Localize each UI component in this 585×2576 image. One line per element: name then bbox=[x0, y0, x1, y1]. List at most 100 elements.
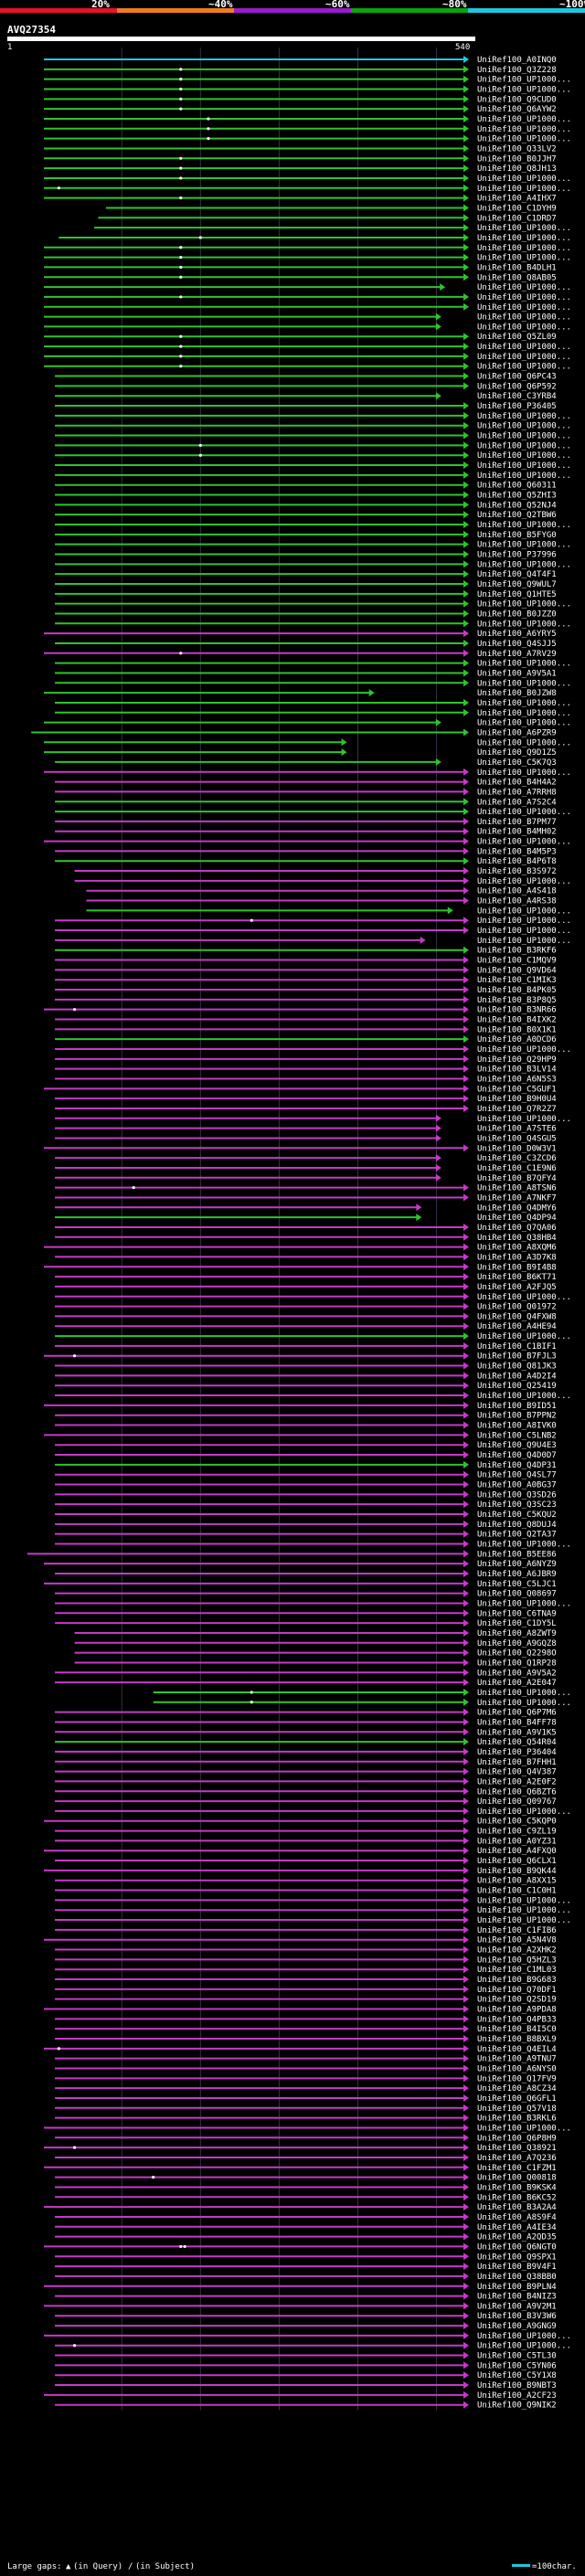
hit-label[interactable]: UniRef100_Q52NJ4 bbox=[477, 501, 557, 510]
hit-label[interactable]: UniRef100_UP1000... bbox=[477, 917, 571, 926]
hit-label[interactable]: UniRef100_Q4T4F1 bbox=[477, 570, 557, 579]
hit-label[interactable]: UniRef100_A2QD35 bbox=[477, 2233, 557, 2242]
hit-label[interactable]: UniRef100_B7PPN2 bbox=[477, 1412, 557, 1421]
hit-label[interactable]: UniRef100_C1MIK3 bbox=[477, 976, 557, 985]
hit-label[interactable]: UniRef100_A4HE94 bbox=[477, 1322, 557, 1331]
hit-label[interactable]: UniRef100_Q4PB33 bbox=[477, 2015, 557, 2024]
hit-label[interactable]: UniRef100_C5TL30 bbox=[477, 2352, 557, 2361]
hit-label[interactable]: UniRef100_A8XQM6 bbox=[477, 1244, 557, 1253]
hit-label[interactable]: UniRef100_B9KSK4 bbox=[477, 2183, 557, 2192]
hit-label[interactable]: UniRef100_Q7QA06 bbox=[477, 1224, 557, 1233]
hit-label[interactable]: UniRef100_Q3SD26 bbox=[477, 1490, 557, 1500]
hit-label[interactable]: UniRef100_Q9CUD0 bbox=[477, 95, 557, 104]
hit-label[interactable]: UniRef100_B5FYG0 bbox=[477, 531, 557, 540]
hit-label[interactable]: UniRef100_A4IHX7 bbox=[477, 195, 557, 204]
hit-label[interactable]: UniRef100_Q4EIL4 bbox=[477, 2045, 557, 2054]
hit-label[interactable]: UniRef100_Q4SL77 bbox=[477, 1471, 557, 1480]
hit-label[interactable]: UniRef100_B3LV14 bbox=[477, 1065, 557, 1075]
hit-label[interactable]: UniRef100_C9ZL19 bbox=[477, 1828, 557, 1837]
hit-label[interactable]: UniRef100_Q4V387 bbox=[477, 1768, 557, 1777]
hit-label[interactable]: UniRef100_Q8DUJ4 bbox=[477, 1521, 557, 1530]
hit-label[interactable]: UniRef100_B9V4F1 bbox=[477, 2263, 557, 2272]
hit-label[interactable]: UniRef100_A4IE34 bbox=[477, 2223, 557, 2232]
hit-label[interactable]: UniRef100_UP1000... bbox=[477, 451, 571, 461]
hit-label[interactable]: UniRef100_B4FF78 bbox=[477, 1718, 557, 1727]
hit-label[interactable]: UniRef100_B7QFY4 bbox=[477, 1174, 557, 1183]
hit-label[interactable]: UniRef100_UP1000... bbox=[477, 422, 571, 431]
hit-label[interactable]: UniRef100_B9I4B8 bbox=[477, 1263, 557, 1272]
hit-label[interactable]: UniRef100_Q9VD64 bbox=[477, 966, 557, 975]
hit-label[interactable]: UniRef100_A6N5S3 bbox=[477, 1075, 557, 1084]
hit-label[interactable]: UniRef100_UP1000... bbox=[477, 1916, 571, 1925]
hit-label[interactable]: UniRef100_P37996 bbox=[477, 551, 557, 560]
hit-label[interactable]: UniRef100_B0JZW8 bbox=[477, 689, 557, 698]
hit-label[interactable]: UniRef100_B7PM77 bbox=[477, 818, 557, 827]
hit-label[interactable]: UniRef100_C1DYH9 bbox=[477, 204, 557, 213]
hit-label[interactable]: UniRef100_Q4DP31 bbox=[477, 1461, 557, 1470]
hit-label[interactable]: UniRef100_UP1000... bbox=[477, 234, 571, 243]
hit-label[interactable]: UniRef100_UP1000... bbox=[477, 1115, 571, 1124]
hit-label[interactable]: UniRef100_UP1000... bbox=[477, 1699, 571, 1708]
hit-label[interactable]: UniRef100_Q6GFL1 bbox=[477, 2094, 557, 2104]
hit-label[interactable]: UniRef100_A2E0F2 bbox=[477, 1777, 557, 1786]
hit-label[interactable]: UniRef100_B4PK05 bbox=[477, 986, 557, 995]
hit-label[interactable]: UniRef100_UP1000... bbox=[477, 1293, 571, 1302]
hit-label[interactable]: UniRef100_Q3Z228 bbox=[477, 66, 557, 75]
hit-label[interactable]: UniRef100_C5GUF1 bbox=[477, 1085, 557, 1094]
hit-label[interactable]: UniRef100_A4S418 bbox=[477, 887, 557, 896]
hit-label[interactable]: UniRef100_UP1000... bbox=[477, 461, 571, 471]
hit-label[interactable]: UniRef100_Q7R2Z7 bbox=[477, 1105, 557, 1114]
hit-label[interactable]: UniRef100_A9V5A2 bbox=[477, 1669, 557, 1678]
hit-label[interactable]: UniRef100_D0W3V1 bbox=[477, 1144, 557, 1153]
hit-label[interactable]: UniRef100_B7FHH1 bbox=[477, 1758, 557, 1767]
hit-label[interactable]: UniRef100_C5K7Q3 bbox=[477, 758, 557, 768]
hit-label[interactable]: UniRef100_Q01972 bbox=[477, 1303, 557, 1312]
hit-label[interactable]: UniRef100_UP1000... bbox=[477, 937, 571, 946]
hit-label[interactable]: UniRef100_Q5ZHI3 bbox=[477, 492, 557, 501]
hit-label[interactable]: UniRef100_Q81JK3 bbox=[477, 1362, 557, 1372]
hit-label[interactable]: UniRef100_UP1000... bbox=[477, 541, 571, 550]
hit-label[interactable]: UniRef100_B9G683 bbox=[477, 1976, 557, 1985]
hit-label[interactable]: UniRef100_B3V3W6 bbox=[477, 2312, 557, 2321]
hit-label[interactable]: UniRef100_UP1000... bbox=[477, 620, 571, 629]
hit-label[interactable]: UniRef100_C5LNB2 bbox=[477, 1431, 557, 1440]
hit-label[interactable]: UniRef100_UP1000... bbox=[477, 224, 571, 233]
hit-label[interactable]: UniRef100_UP1000... bbox=[477, 600, 571, 610]
hit-label[interactable]: UniRef100_UP1000... bbox=[477, 2332, 571, 2341]
hit-label[interactable]: UniRef100_C5Y1X8 bbox=[477, 2371, 557, 2380]
hit-label[interactable]: UniRef100_B6KC52 bbox=[477, 2193, 557, 2202]
hit-label[interactable]: UniRef100_Q70DF1 bbox=[477, 1986, 557, 1995]
hit-label[interactable]: UniRef100_B9PLN4 bbox=[477, 2283, 557, 2292]
hit-label[interactable]: UniRef100_UP1000... bbox=[477, 85, 571, 94]
hit-label[interactable]: UniRef100_A3D7K8 bbox=[477, 1253, 557, 1262]
hit-label[interactable]: UniRef100_UP1000... bbox=[477, 353, 571, 362]
hit-label[interactable]: UniRef100_Q38921 bbox=[477, 2144, 557, 2153]
hit-label[interactable]: UniRef100_UP1000... bbox=[477, 363, 571, 372]
hit-label[interactable]: UniRef100_A0INQ0 bbox=[477, 56, 557, 65]
hit-label[interactable]: UniRef100_C1C0H1 bbox=[477, 1887, 557, 1896]
hit-label[interactable]: UniRef100_UP1000... bbox=[477, 738, 571, 747]
hit-label[interactable]: UniRef100_A7STE6 bbox=[477, 1125, 557, 1134]
hit-label[interactable]: UniRef100_B0X1K1 bbox=[477, 1025, 557, 1034]
hit-label[interactable]: UniRef100_Q2TA37 bbox=[477, 1531, 557, 1540]
hit-label[interactable]: UniRef100_UP1000... bbox=[477, 838, 571, 847]
hit-label[interactable]: UniRef100_Q5ZL09 bbox=[477, 333, 557, 342]
hit-label[interactable]: UniRef100_Q08697 bbox=[477, 1590, 557, 1599]
hit-label[interactable]: UniRef100_A8CZ34 bbox=[477, 2084, 557, 2094]
hit-label[interactable]: UniRef100_UP1000... bbox=[477, 660, 571, 669]
hit-label[interactable]: UniRef100_C1ML03 bbox=[477, 1966, 557, 1975]
hit-label[interactable]: UniRef100_C1DRD7 bbox=[477, 214, 557, 223]
hit-label[interactable]: UniRef100_A9V2M1 bbox=[477, 2302, 557, 2311]
hit-label[interactable]: UniRef100_UP1000... bbox=[477, 303, 571, 313]
hit-label[interactable]: UniRef100_P36404 bbox=[477, 1748, 557, 1757]
hit-label[interactable]: UniRef100_B4MH02 bbox=[477, 828, 557, 837]
hit-label[interactable]: UniRef100_Q57V18 bbox=[477, 2104, 557, 2114]
hit-label[interactable]: UniRef100_C1BIF1 bbox=[477, 1342, 557, 1352]
hit-label[interactable]: UniRef100_Q38BB0 bbox=[477, 2273, 557, 2282]
hit-label[interactable]: UniRef100_A4RS38 bbox=[477, 897, 557, 906]
hit-label[interactable]: UniRef100_Q6BZT6 bbox=[477, 1787, 557, 1797]
hit-label[interactable]: UniRef100_A9TNU7 bbox=[477, 2055, 557, 2064]
hit-label[interactable]: UniRef100_UP1000... bbox=[477, 343, 571, 352]
hit-label[interactable]: UniRef100_UP1000... bbox=[477, 441, 571, 451]
hit-label[interactable]: UniRef100_Q4SJJ5 bbox=[477, 640, 557, 649]
